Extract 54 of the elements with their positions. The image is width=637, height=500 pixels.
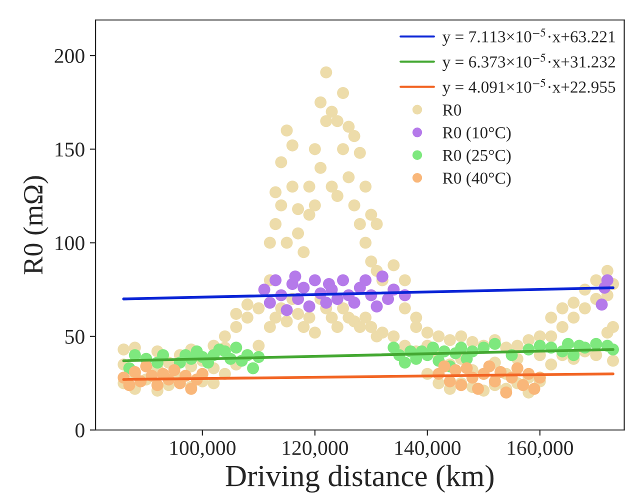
point [298,282,310,294]
point [427,342,440,354]
y-tick-label: 200 [54,48,84,64]
point [370,300,383,312]
y-tick-label: 50 [66,330,84,344]
point [500,386,512,399]
point [264,296,276,309]
legend-label: R0 (10°C) [442,126,511,142]
point [511,362,524,374]
legend-label: R0 [442,104,462,116]
legend-label: y = 7.113×10$^{−5}$·x+63.221 [442,28,615,46]
point [140,360,152,372]
legend-label: R0 (25°C) [442,149,511,164]
point [320,296,332,309]
point [517,379,530,392]
point [528,382,540,395]
point [151,379,164,392]
point [247,362,260,374]
point [472,382,484,395]
point [596,298,608,311]
point [376,270,388,282]
point [308,274,321,286]
y-tick-label: 0 [76,423,84,438]
y-tick-label: 150 [56,142,84,157]
point [280,304,293,316]
point [348,296,360,309]
legend-label: y = 4.091×10$^{−5}$·x+22.955 [442,78,616,96]
point [460,362,473,374]
x-tick-label: 100,000 [170,441,236,458]
point [289,270,302,282]
legend-label: y = 6.373×10$^{−5}$·x+31.232 [442,54,615,71]
point [483,360,496,372]
x-tick-label: 120,000 [282,441,348,458]
point [398,356,411,369]
point [168,364,180,376]
point [590,338,602,350]
point [488,338,501,350]
point [360,274,372,286]
point [270,274,282,286]
point [562,338,574,350]
x-tick-label: 160,000 [508,441,573,458]
point [438,360,450,372]
y-tick-label: 100 [56,236,84,250]
point [601,274,614,286]
point [303,300,316,312]
point [488,375,501,388]
point [258,284,270,296]
x-axis-title: Driving distance (km) [226,464,494,493]
x-tick-label: 140,000 [395,441,460,458]
point [337,274,350,286]
point [382,292,394,305]
legend-label: R0 (40°C) [442,172,511,188]
point [230,342,242,354]
y-axis-title: R0 (mΩ) [23,176,48,274]
